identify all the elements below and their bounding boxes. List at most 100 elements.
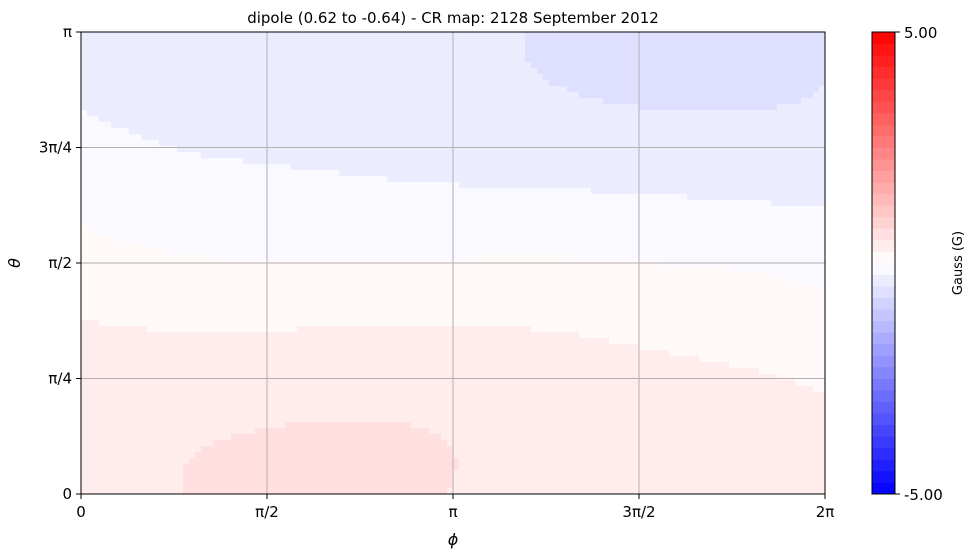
- heatmap-cell: [735, 92, 742, 99]
- heatmap-cell: [261, 116, 268, 123]
- heatmap-cell: [267, 110, 274, 117]
- heatmap-cell: [525, 110, 532, 117]
- heatmap-cell: [777, 206, 784, 213]
- heatmap-cell: [285, 272, 292, 279]
- heatmap-cell: [159, 146, 166, 153]
- heatmap-cell: [147, 188, 154, 195]
- heatmap-cell: [537, 68, 544, 75]
- heatmap-cell: [525, 242, 532, 249]
- heatmap-cell: [99, 92, 106, 99]
- heatmap-cell: [135, 152, 142, 159]
- heatmap-cell: [813, 62, 820, 69]
- heatmap-cell: [585, 56, 592, 63]
- heatmap-cell: [165, 212, 172, 219]
- heatmap-cell: [795, 110, 802, 117]
- heatmap-cell: [207, 248, 214, 255]
- heatmap-cell: [627, 110, 634, 117]
- heatmap-cell: [783, 80, 790, 87]
- heatmap-cell: [567, 50, 574, 57]
- heatmap-cell: [795, 152, 802, 159]
- heatmap-cell: [225, 164, 232, 171]
- heatmap-cell: [219, 224, 226, 231]
- heatmap-cell: [651, 230, 658, 237]
- heatmap-cell: [243, 122, 250, 129]
- heatmap-cell: [327, 86, 334, 93]
- heatmap-cell: [387, 50, 394, 57]
- heatmap-cell: [759, 158, 766, 165]
- heatmap-cell: [429, 266, 436, 273]
- heatmap-cell: [681, 182, 688, 189]
- heatmap-cell: [585, 170, 592, 177]
- heatmap-cell: [531, 98, 538, 105]
- heatmap-cell: [327, 266, 334, 273]
- heatmap-cell: [453, 248, 460, 255]
- heatmap-cell: [609, 266, 616, 273]
- heatmap-cell: [747, 62, 754, 69]
- heatmap-cell: [381, 110, 388, 117]
- heatmap-cell: [117, 206, 124, 213]
- heatmap-cell: [627, 116, 634, 123]
- heatmap-cell: [207, 74, 214, 81]
- heatmap-cell: [441, 44, 448, 51]
- heatmap-cell: [423, 86, 430, 93]
- heatmap-cell: [303, 146, 310, 153]
- heatmap-cell: [399, 188, 406, 195]
- heatmap-cell: [585, 80, 592, 87]
- heatmap-cell: [165, 236, 172, 243]
- heatmap-cell: [621, 188, 628, 195]
- heatmap-cell: [813, 200, 820, 207]
- heatmap-cell: [447, 152, 454, 159]
- heatmap-cell: [753, 110, 760, 117]
- heatmap-cell: [189, 110, 196, 117]
- heatmap-cell: [297, 152, 304, 159]
- heatmap-cell: [279, 104, 286, 111]
- heatmap-cell: [741, 104, 748, 111]
- heatmap-cell: [573, 266, 580, 273]
- heatmap-cell: [633, 98, 640, 105]
- heatmap-cell: [813, 254, 820, 261]
- heatmap-cell: [783, 212, 790, 219]
- heatmap-cell: [297, 194, 304, 201]
- heatmap-cell: [423, 212, 430, 219]
- heatmap-cell: [93, 152, 100, 159]
- heatmap-cell: [795, 134, 802, 141]
- heatmap-cell: [249, 32, 256, 39]
- heatmap-cell: [501, 152, 508, 159]
- heatmap-cell: [591, 62, 598, 69]
- heatmap-cell: [423, 200, 430, 207]
- heatmap-cell: [117, 140, 124, 147]
- heatmap-cell: [321, 212, 328, 219]
- heatmap-cell: [207, 158, 214, 165]
- heatmap-cell: [267, 92, 274, 99]
- heatmap-cell: [267, 224, 274, 231]
- heatmap-cell: [741, 92, 748, 99]
- heatmap-cell: [285, 50, 292, 57]
- heatmap-cell: [309, 128, 316, 135]
- heatmap-cell: [807, 122, 814, 129]
- heatmap-cell: [429, 206, 436, 213]
- heatmap-cell: [645, 38, 652, 45]
- heatmap-cell: [609, 140, 616, 147]
- heatmap-cell: [393, 212, 400, 219]
- heatmap-cell: [123, 218, 130, 225]
- heatmap-cell: [237, 200, 244, 207]
- heatmap-cell: [501, 86, 508, 93]
- heatmap-cell: [495, 224, 502, 231]
- heatmap-cell: [309, 158, 316, 165]
- heatmap-cell: [423, 68, 430, 75]
- heatmap-cell: [177, 62, 184, 69]
- heatmap-cell: [399, 230, 406, 237]
- heatmap-cell: [363, 92, 370, 99]
- heatmap-cell: [735, 110, 742, 117]
- heatmap-cell: [663, 56, 670, 63]
- heatmap-cell: [483, 50, 490, 57]
- heatmap-cell: [639, 164, 646, 171]
- heatmap-cell: [321, 50, 328, 57]
- heatmap-cell: [411, 104, 418, 111]
- heatmap-cell: [141, 218, 148, 225]
- heatmap-cell: [399, 158, 406, 165]
- heatmap-cell: [663, 32, 670, 39]
- heatmap-cell: [405, 242, 412, 249]
- heatmap-cell: [81, 50, 88, 57]
- heatmap-cell: [189, 62, 196, 69]
